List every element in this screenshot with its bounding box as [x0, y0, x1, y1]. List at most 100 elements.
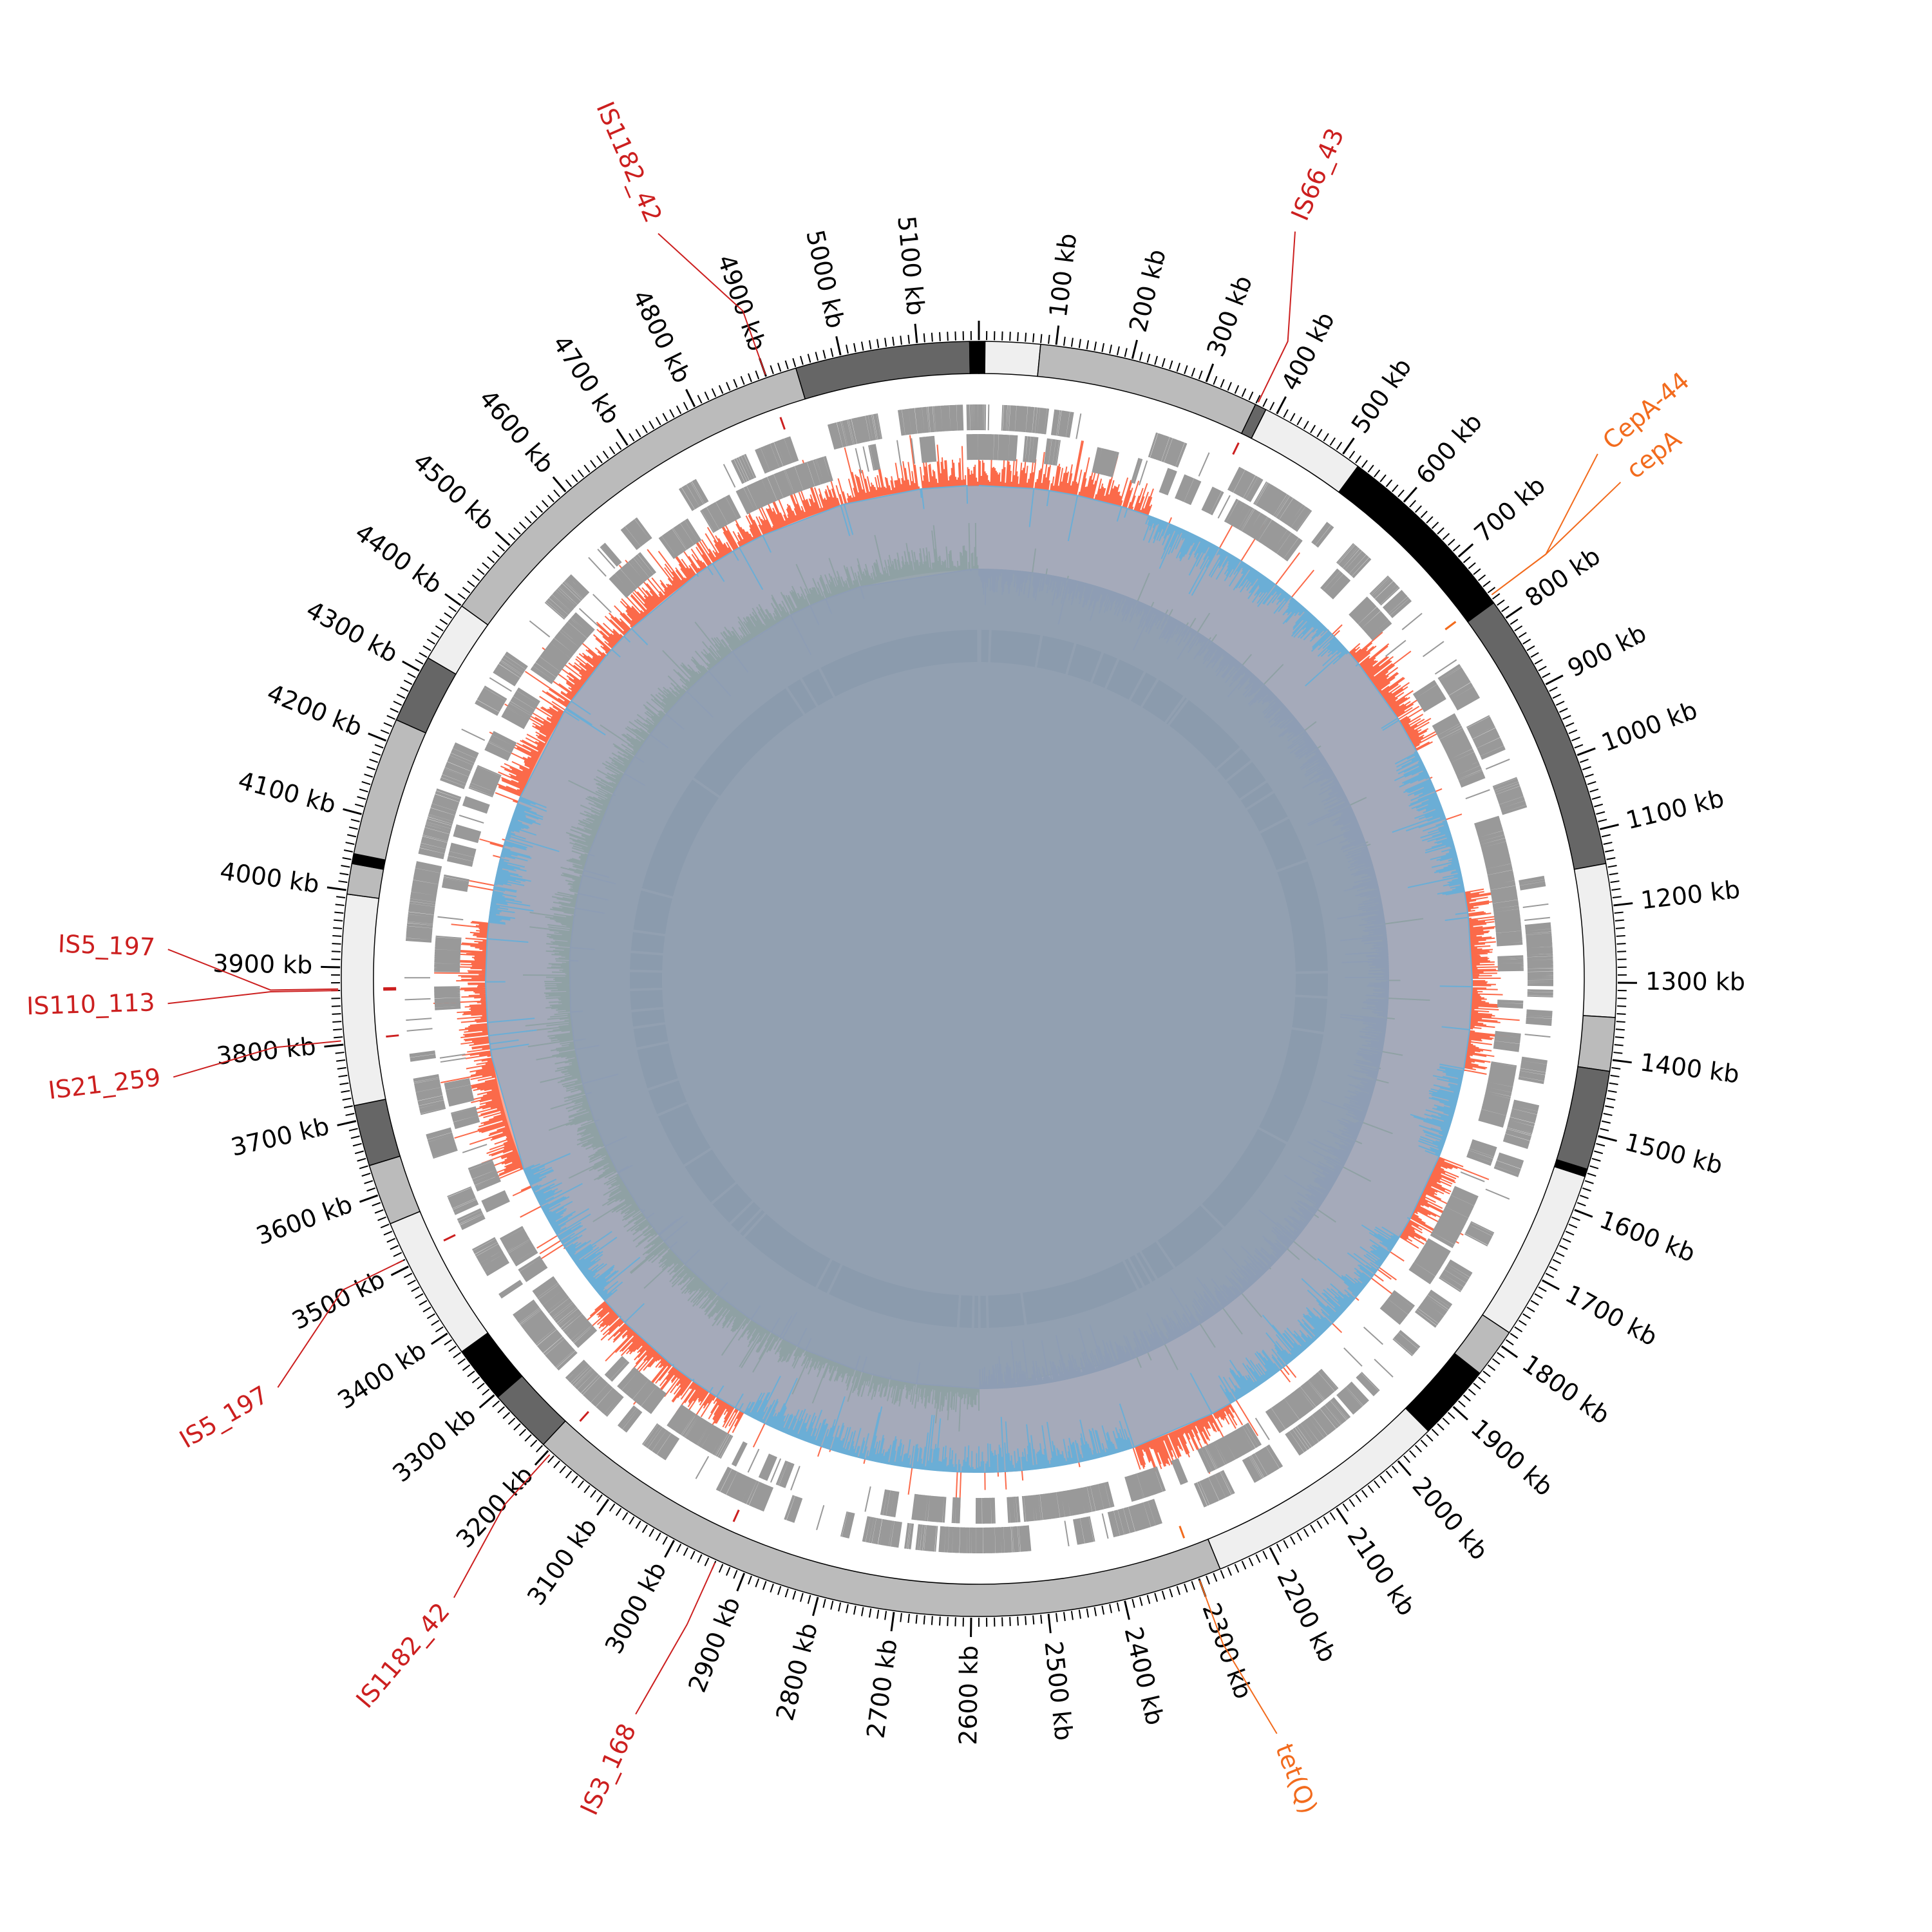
minor-tick: [1303, 421, 1309, 430]
tick-label: 3600 kb: [252, 1190, 356, 1251]
tick-label: 500 kb: [1346, 353, 1417, 439]
minor-tick: [390, 1245, 399, 1250]
minor-tick: [354, 1150, 364, 1155]
minor-tick: [900, 336, 902, 345]
tick-label: 3500 kb: [287, 1265, 389, 1335]
minor-tick: [361, 781, 371, 785]
major-tick: [402, 660, 420, 672]
minor-tick: [377, 1216, 386, 1222]
minor-tick: [393, 1252, 402, 1257]
minor-tick: [1094, 341, 1097, 351]
minor-tick: [1615, 1028, 1625, 1031]
minor-tick: [1571, 1216, 1580, 1222]
minor-tick: [1355, 455, 1362, 464]
feature-leader-line: [658, 232, 766, 375]
minor-tick: [1538, 1286, 1547, 1293]
minor-tick: [830, 348, 834, 357]
major-tick: [1205, 363, 1215, 383]
minor-tick: [807, 1595, 811, 1604]
minor-tick: [1234, 1564, 1240, 1573]
minor-tick: [1612, 896, 1622, 898]
tick-label: 4900 kb: [712, 251, 772, 355]
minor-tick: [1617, 951, 1627, 952]
minor-tick: [1487, 1364, 1496, 1371]
minor-tick: [1426, 1434, 1434, 1442]
minor-tick: [333, 927, 343, 929]
minor-tick: [1617, 1005, 1627, 1007]
ideogram-band: [1573, 862, 1617, 1018]
minor-tick: [1367, 1485, 1374, 1493]
minor-tick: [335, 904, 345, 906]
minor-tick: [1109, 345, 1112, 354]
tick-label: 5100 kb: [892, 214, 930, 316]
minor-tick: [374, 1209, 384, 1214]
ideogram-band: [984, 341, 1041, 377]
minor-tick: [1463, 1394, 1471, 1402]
minor-tick: [947, 332, 949, 341]
minor-tick: [860, 1607, 864, 1616]
minor-tick: [1526, 1306, 1535, 1312]
minor-tick: [407, 1280, 416, 1285]
minor-tick: [359, 1165, 368, 1170]
minor-tick: [931, 1616, 933, 1625]
minor-tick: [345, 1113, 355, 1116]
feature-leader-line: [277, 1260, 404, 1388]
minor-tick: [1589, 788, 1599, 793]
tick-label: 4500 kb: [408, 447, 500, 535]
minor-tick: [1518, 1320, 1527, 1326]
major-tick: [914, 323, 918, 343]
tick-label: 2000 kb: [1406, 1472, 1493, 1566]
tick-label: 2200 kb: [1271, 1565, 1342, 1667]
minor-tick: [1598, 819, 1607, 822]
major-tick: [1577, 747, 1596, 756]
minor-tick: [800, 1593, 804, 1602]
major-tick: [736, 1573, 746, 1592]
minor-tick: [784, 360, 789, 370]
minor-tick: [1361, 460, 1368, 468]
minor-tick: [518, 1428, 527, 1436]
minor-tick: [676, 405, 682, 414]
minor-tick: [343, 849, 354, 853]
minor-tick: [1534, 1293, 1543, 1299]
minor-tick: [1323, 433, 1329, 442]
minor-tick: [1227, 1567, 1232, 1576]
minor-tick: [923, 333, 925, 343]
ideogram-band: [969, 341, 980, 374]
minor-tick: [915, 1615, 918, 1624]
minor-tick: [1101, 1605, 1104, 1615]
minor-tick: [1600, 1128, 1609, 1132]
major-tick: [478, 1394, 495, 1408]
minor-tick: [907, 1613, 910, 1624]
minor-tick: [338, 880, 348, 884]
minor-tick: [1025, 332, 1027, 342]
minor-tick: [830, 1600, 834, 1610]
minor-tick: [1227, 382, 1232, 391]
minor-tick: [1255, 1554, 1261, 1563]
minor-tick: [800, 355, 804, 365]
minor-tick: [1549, 1265, 1558, 1271]
minor-tick: [1452, 544, 1461, 552]
tick-label: 700 kb: [1469, 471, 1551, 547]
minor-tick: [1514, 1326, 1523, 1332]
minor-tick: [372, 751, 381, 756]
minor-tick: [1276, 1544, 1282, 1553]
minor-tick: [1559, 708, 1568, 713]
major-tick: [1124, 1600, 1130, 1620]
ideogram-band: [1338, 465, 1495, 623]
major-tick: [327, 886, 346, 891]
minor-tick: [1310, 1524, 1316, 1533]
minor-tick: [341, 864, 350, 868]
major-tick: [1055, 325, 1060, 345]
minor-tick: [339, 1082, 349, 1085]
minor-tick: [364, 773, 374, 778]
minor-tick: [1611, 888, 1621, 891]
minor-tick: [1549, 687, 1558, 692]
minor-tick: [374, 744, 384, 749]
minor-tick: [1522, 1313, 1531, 1320]
minor-tick: [565, 1470, 573, 1479]
minor-tick: [1579, 1195, 1589, 1199]
minor-tick: [784, 1588, 789, 1598]
minor-tick: [1329, 437, 1336, 446]
minor-tick: [792, 1590, 797, 1600]
minor-tick: [1056, 1613, 1058, 1622]
